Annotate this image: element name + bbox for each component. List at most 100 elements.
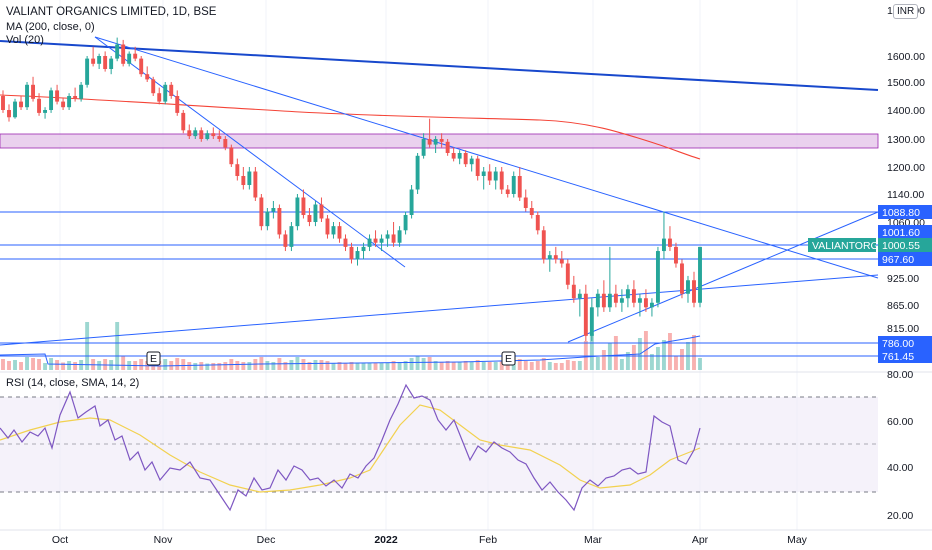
volume-bar	[235, 361, 240, 370]
volume-bar	[505, 364, 510, 370]
candle-body	[577, 293, 582, 299]
volume-bar	[379, 363, 384, 370]
volume-bar	[115, 322, 120, 370]
legend-ma[interactable]: MA (200, close, 0)	[6, 21, 95, 33]
time-tick-label: May	[787, 534, 808, 546]
candle-body	[313, 204, 318, 222]
candle-body	[73, 96, 78, 99]
volume-bar	[205, 363, 210, 370]
price-tick-label: 1600.00	[887, 51, 925, 63]
symbol-tag-label: VALIANTORG	[812, 240, 879, 252]
volume-bar	[139, 359, 144, 370]
volume-bar	[19, 362, 23, 370]
candle-body	[169, 84, 174, 96]
volume-bar	[187, 362, 192, 370]
legend-rsi[interactable]: RSI (14, close, SMA, 14, 2)	[6, 377, 140, 389]
rsi-tick-label: 20.00	[887, 510, 913, 522]
symbol-tag	[808, 238, 876, 252]
price-tick-label: 815.00	[887, 323, 919, 335]
candle-body	[325, 218, 330, 235]
svg-text:E: E	[150, 353, 157, 365]
legend-title[interactable]: VALIANT ORGANICS LIMITED, 1D, BSE	[6, 6, 217, 18]
candle-body	[241, 176, 246, 185]
event-marker[interactable]: E	[146, 351, 161, 366]
volume-bar	[403, 361, 408, 370]
candle-body	[79, 84, 84, 99]
trendline-support	[0, 274, 879, 346]
volume-bar	[199, 362, 204, 370]
volume-bar	[211, 363, 216, 370]
event-marker[interactable]: E	[501, 351, 516, 366]
candle-body	[253, 171, 258, 198]
candle-body	[625, 289, 630, 299]
price-tag-label: 786.00	[882, 338, 914, 350]
volume-bar	[613, 336, 618, 370]
candle-body	[259, 197, 264, 227]
candle-body	[661, 238, 666, 252]
volume-bar	[61, 362, 66, 370]
legend-vol[interactable]: Vol (20)	[6, 34, 44, 46]
volume-bar	[163, 359, 168, 370]
candle-body	[619, 298, 624, 303]
horizontal-levels	[0, 211, 878, 357]
candle-body	[433, 139, 438, 145]
candle-body	[91, 58, 96, 64]
volume-bar	[397, 362, 402, 370]
volume-bar	[487, 362, 492, 370]
candle-body	[613, 293, 618, 303]
trendline-long-resistance	[0, 40, 879, 91]
volume-bar	[475, 360, 480, 370]
candle-body	[493, 171, 498, 181]
volume-bar	[481, 362, 486, 370]
candle-body	[637, 298, 642, 303]
volume-bar	[217, 363, 222, 370]
candle-body	[43, 110, 48, 113]
candle-body	[674, 246, 678, 264]
price-tag	[878, 349, 932, 363]
candle-body	[349, 246, 354, 260]
price-tick-label: 1400.00	[887, 105, 925, 117]
candle-body	[457, 153, 462, 159]
volume-bar	[559, 363, 564, 370]
volume-bar	[547, 362, 552, 370]
candle-body	[499, 171, 504, 190]
volume-bar	[619, 359, 624, 370]
volume-bar	[37, 359, 42, 370]
candle-body	[37, 98, 42, 113]
candle-body	[541, 230, 546, 260]
candle-body	[553, 255, 558, 260]
candle-body	[361, 246, 366, 252]
time-tick-label: 2022	[374, 534, 398, 546]
trendlines	[0, 36, 879, 346]
volume-bar	[307, 362, 312, 370]
rsi-tick-label: 40.00	[887, 462, 913, 474]
candle-body	[649, 302, 654, 308]
volume-bar	[7, 361, 11, 370]
volume-bar	[25, 357, 29, 370]
candle-body	[19, 101, 23, 108]
time-tick-label: Mar	[584, 534, 603, 546]
candle-body	[139, 58, 144, 75]
volume-bar	[361, 363, 366, 370]
candle-body	[235, 164, 240, 176]
candle-body	[1, 96, 5, 110]
candle-body	[668, 238, 672, 247]
candle-body	[559, 259, 564, 264]
candle-body	[25, 84, 29, 108]
volume-bar	[1, 359, 5, 370]
volume-bar	[577, 361, 582, 370]
price-tag	[878, 225, 932, 239]
candle-body	[505, 189, 510, 194]
volume-bar	[223, 362, 228, 370]
volume-bar	[541, 358, 546, 370]
time-axis[interactable]: Oct Nov Dec 2022 Feb Mar Apr May	[0, 529, 932, 546]
candle-body	[301, 197, 306, 215]
volume-bar	[625, 352, 630, 370]
candle-body	[523, 197, 528, 208]
candle-body	[85, 58, 90, 85]
currency-badge[interactable]: INR	[893, 4, 919, 19]
candle-body	[247, 171, 252, 185]
candle-body	[487, 171, 492, 181]
candle-body	[319, 204, 324, 219]
